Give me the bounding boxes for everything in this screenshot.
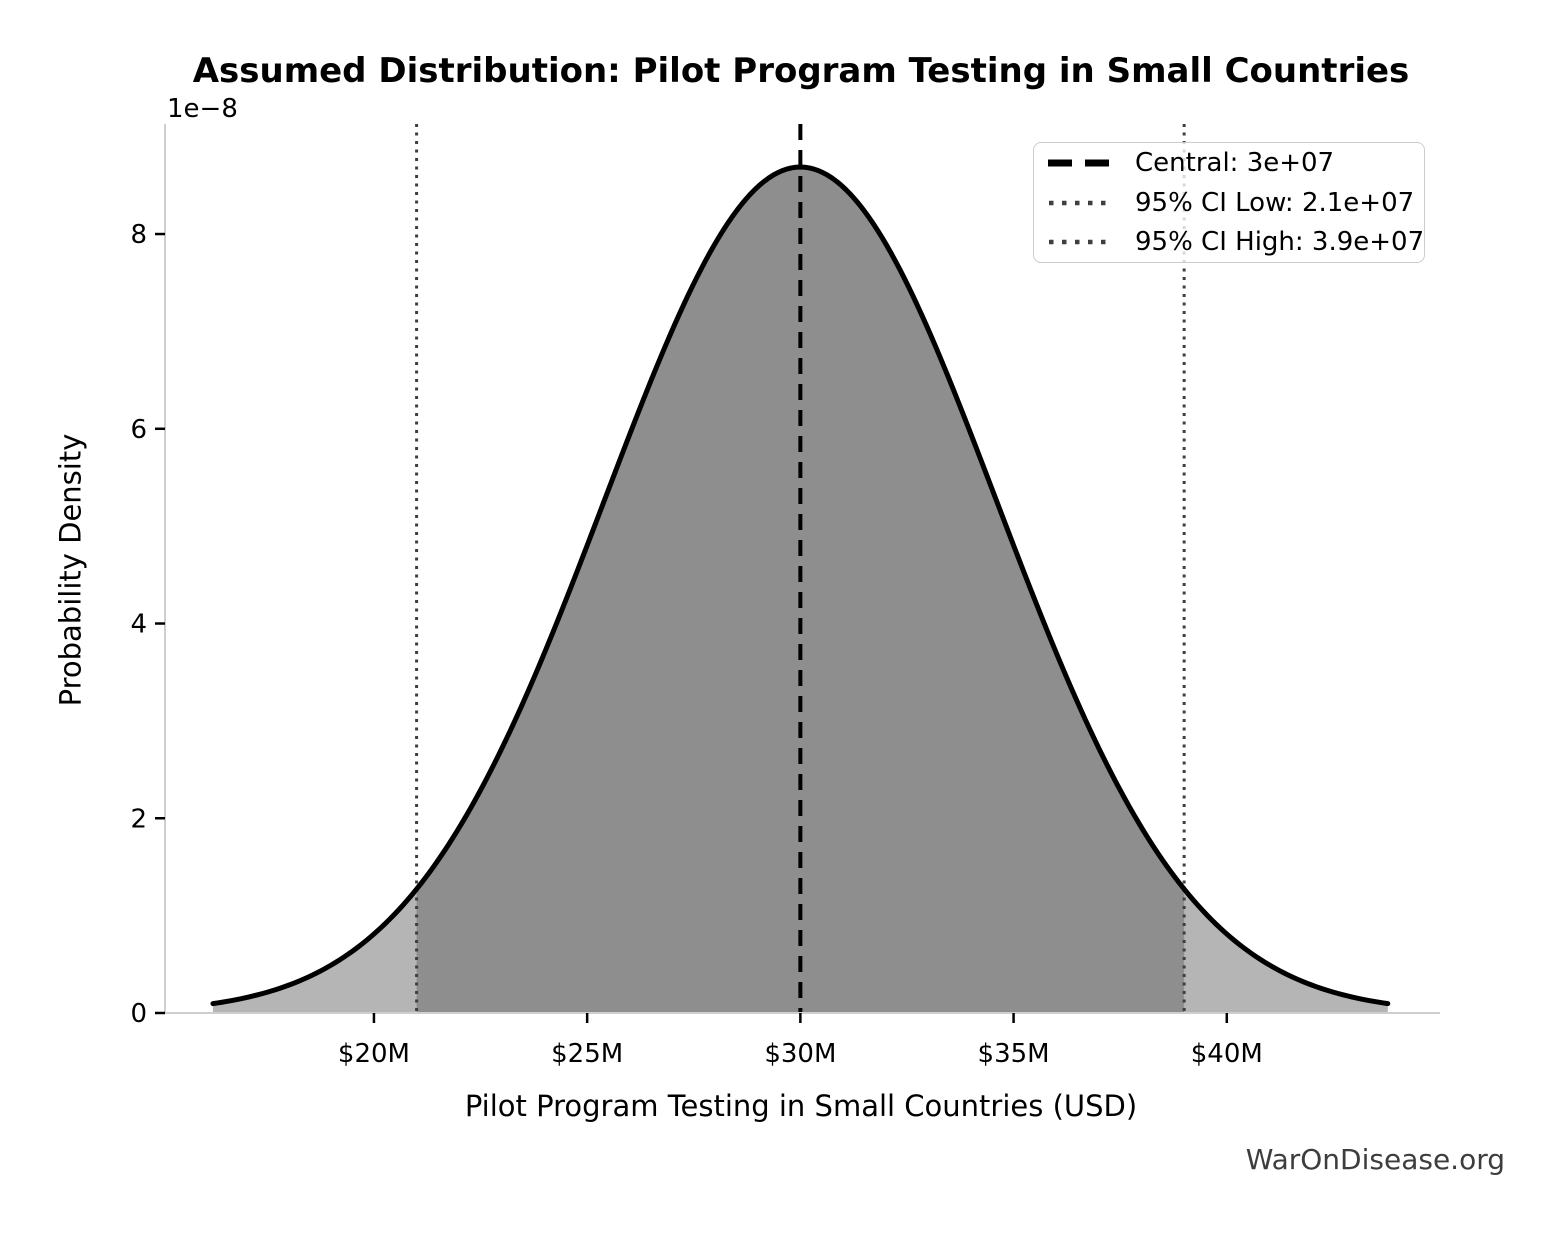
density-fill-confidence-interval xyxy=(416,167,1185,1014)
legend-label-ci-low: 95% CI Low: 2.1e+07 xyxy=(1135,187,1415,218)
x-tick-label: $30M xyxy=(764,1039,836,1069)
legend-label-central: Central: 3e+07 xyxy=(1135,147,1335,178)
y-tick-label: 8 xyxy=(130,220,147,250)
x-tick-label: $40M xyxy=(1191,1039,1263,1069)
legend: Central: 3e+07 95% CI Low: 2.1e+07 95% C… xyxy=(1033,142,1425,263)
y-tick-label: 0 xyxy=(130,999,147,1029)
y-tick-label: 4 xyxy=(130,610,147,640)
y-axis-label: Probability Density xyxy=(53,433,88,707)
x-axis-label: Pilot Program Testing in Small Countries… xyxy=(464,1089,1138,1123)
x-tick-label: $20M xyxy=(338,1039,410,1069)
legend-entry-central: Central: 3e+07 xyxy=(1034,143,1424,183)
y-axis-offset-label: 1e−8 xyxy=(167,94,238,124)
x-tick-label: $25M xyxy=(551,1039,623,1069)
dotted-line-icon xyxy=(1049,200,1110,205)
chart-title: Assumed Distribution: Pilot Program Test… xyxy=(192,51,1410,91)
dashed-line-icon xyxy=(1048,159,1110,167)
density-curve xyxy=(210,164,1391,1007)
dotted-line-icon xyxy=(1049,239,1110,245)
watermark: WarOnDisease.org xyxy=(1245,1143,1505,1176)
legend-entry-ci-high: 95% CI High: 3.9e+07 xyxy=(1034,222,1424,262)
y-tick-label: 6 xyxy=(130,415,147,445)
legend-label-ci-high: 95% CI High: 3.9e+07 xyxy=(1135,227,1425,258)
y-tick-label: 2 xyxy=(130,804,147,834)
legend-entry-ci-low: 95% CI Low: 2.1e+07 xyxy=(1034,183,1424,223)
x-tick-label: $35M xyxy=(978,1039,1050,1069)
